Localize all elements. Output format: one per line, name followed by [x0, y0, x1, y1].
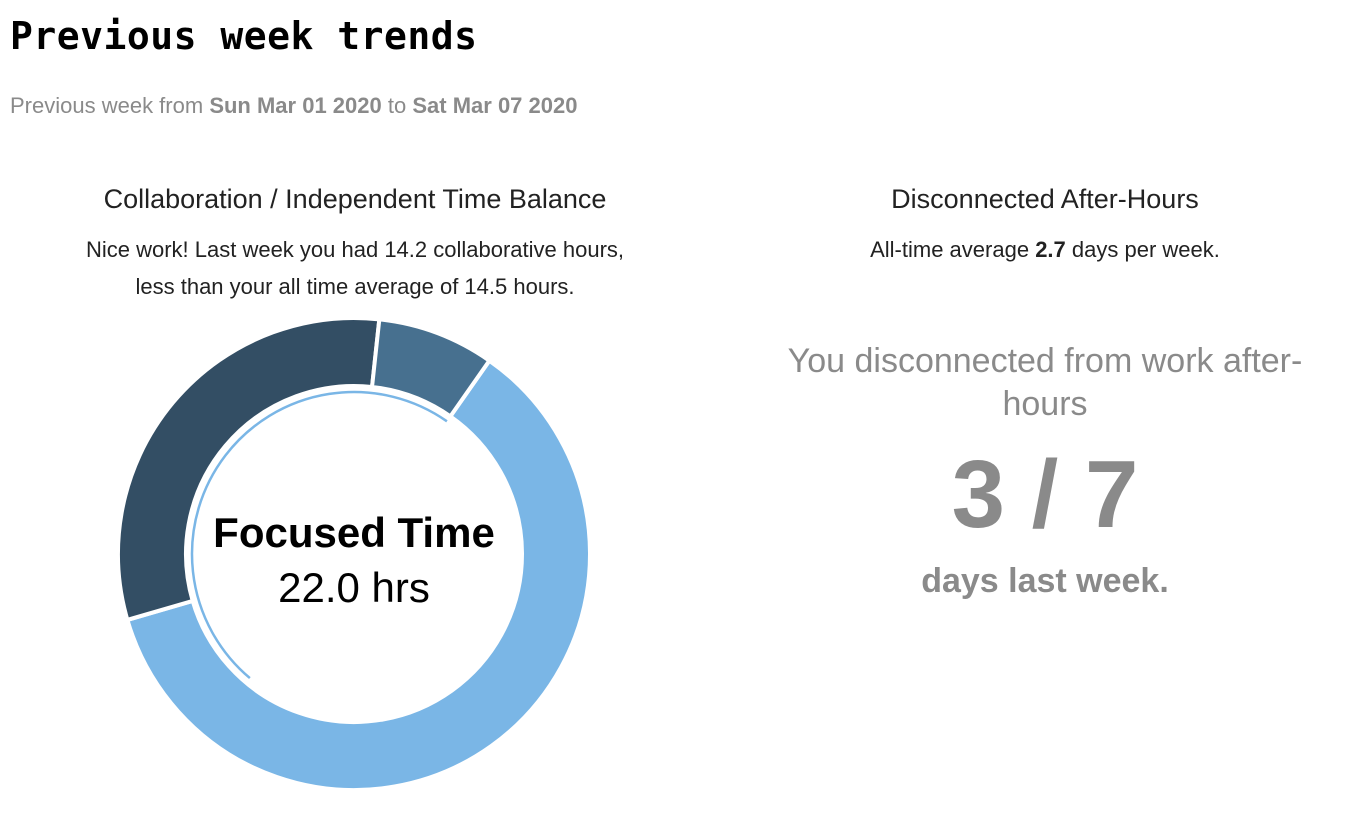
collab-desc-line2: less than your all time average of 14.5 … [135, 274, 575, 299]
donut-slice-2 [116, 316, 382, 623]
after-hours-message: You disconnected from work after-hours [787, 342, 1303, 423]
after-hours-panel-title: Disconnected After-Hours [891, 184, 1199, 214]
after-hours-avg-prefix: All-time average [870, 237, 1030, 262]
page-title: Previous week trends [10, 14, 478, 58]
donut-center-label: Focused Time [213, 509, 495, 556]
donut-slice-3 [369, 317, 493, 420]
collab-panel-title: Collaboration / Independent Time Balance [103, 184, 607, 214]
after-hours-count: 3 / 7 [951, 441, 1139, 548]
after-hours-avg-value: 2.7 [1035, 237, 1066, 262]
focused-inner-ring [190, 390, 448, 680]
after-hours-avg-suffix: days per week. [1071, 237, 1220, 262]
date-range-start: Sun Mar 01 2020 [209, 93, 382, 118]
date-range-end: Sat Mar 07 2020 [412, 93, 578, 118]
donut-slice-1 [124, 357, 592, 792]
date-range: Previous week from Sun Mar 01 2020 to Sa… [10, 93, 577, 119]
collab-panel-description: Nice work! Last week you had 14.2 collab… [0, 231, 710, 305]
date-range-prefix: Previous week from [10, 93, 204, 118]
date-range-mid: to [387, 93, 407, 118]
after-hours-average: All-time average 2.7 days per week. [720, 231, 1370, 268]
collab-desc-line1: Nice work! Last week you had 14.2 collab… [85, 237, 625, 262]
donut-center-value: 22.0 hrs [278, 564, 430, 611]
after-hours-footer: days last week. [921, 562, 1169, 600]
focused-time-donut-chart: Focused Time 22.0 hrs [116, 316, 592, 792]
